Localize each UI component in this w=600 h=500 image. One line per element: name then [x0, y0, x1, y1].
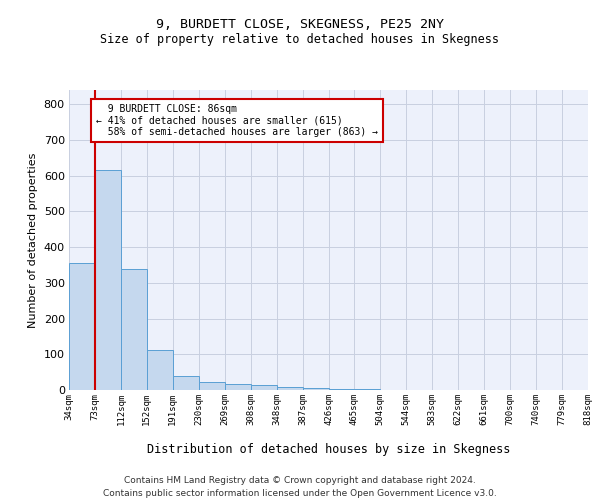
- Bar: [199, 382, 224, 390]
- Text: Distribution of detached houses by size in Skegness: Distribution of detached houses by size …: [147, 442, 511, 456]
- Bar: [302, 388, 329, 390]
- Bar: [121, 270, 147, 390]
- Text: 9, BURDETT CLOSE, SKEGNESS, PE25 2NY: 9, BURDETT CLOSE, SKEGNESS, PE25 2NY: [156, 18, 444, 30]
- Bar: [95, 170, 121, 390]
- Bar: [225, 384, 251, 390]
- Text: 9 BURDETT CLOSE: 86sqm
← 41% of detached houses are smaller (615)
  58% of semi-: 9 BURDETT CLOSE: 86sqm ← 41% of detached…: [96, 104, 378, 138]
- Y-axis label: Number of detached properties: Number of detached properties: [28, 152, 38, 328]
- Bar: [251, 385, 277, 390]
- Bar: [69, 263, 95, 390]
- Bar: [277, 387, 302, 390]
- Text: Contains HM Land Registry data © Crown copyright and database right 2024.: Contains HM Land Registry data © Crown c…: [124, 476, 476, 485]
- Bar: [147, 350, 173, 390]
- Bar: [329, 389, 355, 390]
- Text: Size of property relative to detached houses in Skegness: Size of property relative to detached ho…: [101, 32, 499, 46]
- Bar: [173, 376, 199, 390]
- Text: Contains public sector information licensed under the Open Government Licence v3: Contains public sector information licen…: [103, 489, 497, 498]
